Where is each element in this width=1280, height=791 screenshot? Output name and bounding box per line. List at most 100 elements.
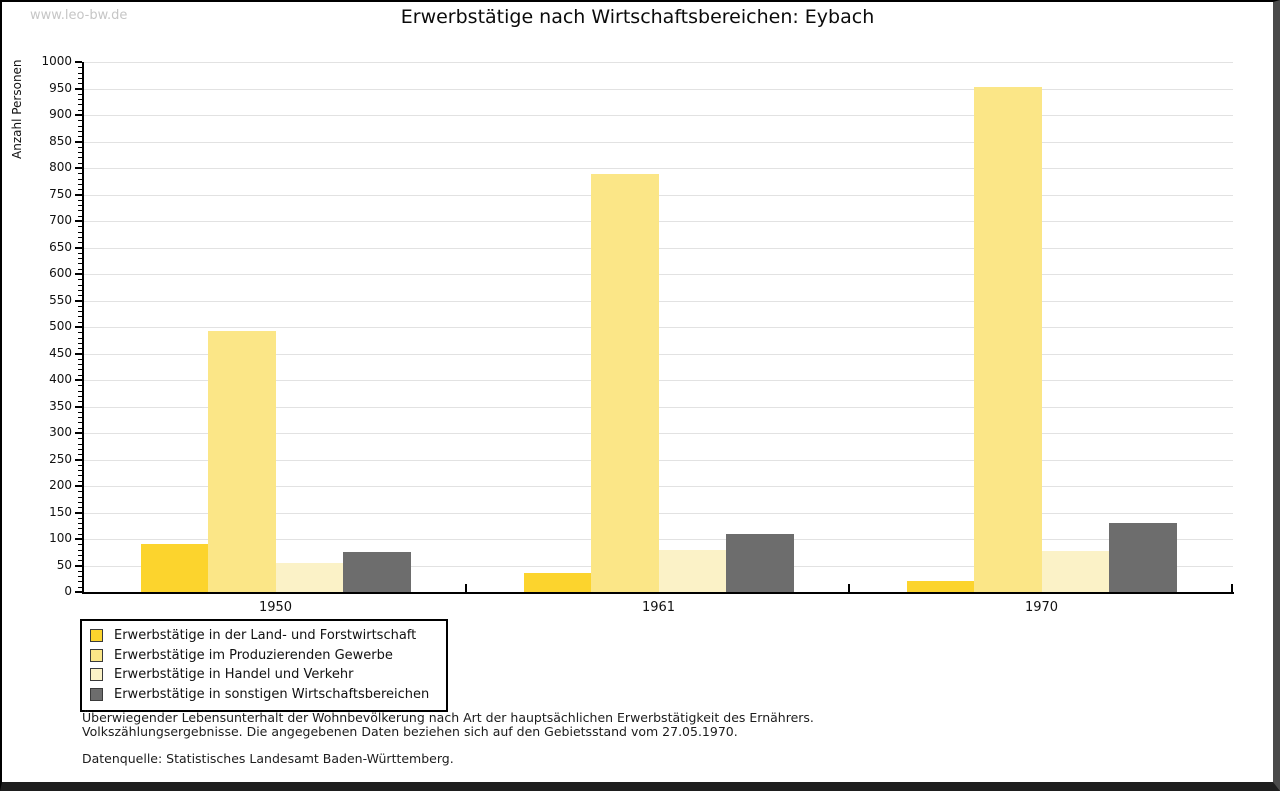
gridline [84, 221, 1233, 222]
y-minor-tick [78, 475, 82, 477]
y-major-tick [75, 61, 82, 63]
y-minor-tick [78, 422, 82, 424]
gridline [84, 406, 1233, 408]
footnote-line-2: Volkszählungsergebnisse. Die angegebenen… [82, 724, 738, 739]
legend-row: Erwerbstätige im Produzierenden Gewerbe [90, 646, 438, 666]
y-tick-label: 900 [49, 107, 72, 121]
bar [974, 86, 1042, 592]
y-minor-tick [78, 279, 82, 281]
y-minor-tick [78, 67, 82, 69]
y-tick-label: 400 [49, 372, 72, 386]
y-major-tick [75, 405, 82, 408]
gridline [84, 300, 1233, 302]
y-tick-label: 300 [49, 425, 72, 439]
gridline [84, 486, 1233, 487]
gridline [84, 512, 1233, 514]
y-minor-tick [78, 242, 82, 244]
y-major-tick [75, 432, 82, 434]
y-minor-tick [78, 438, 82, 440]
y-major-tick [75, 511, 82, 514]
footnote-line-1: Überwiegender Lebensunterhalt der Wohnbe… [82, 710, 814, 725]
y-minor-tick [78, 454, 82, 456]
legend-label: Erwerbstätige in sonstigen Wirtschaftsbe… [114, 686, 430, 702]
y-minor-tick [78, 295, 82, 297]
y-minor-tick [78, 533, 82, 535]
gridline [84, 194, 1233, 196]
x-tick-label: 1961 [641, 600, 676, 615]
y-major-tick [75, 140, 82, 143]
y-minor-tick [78, 120, 82, 122]
gridline [84, 327, 1233, 328]
y-tick-label: 250 [49, 451, 72, 466]
y-minor-tick [78, 236, 82, 238]
y-tick-label: 800 [49, 160, 72, 174]
gridline [84, 141, 1233, 143]
x-tick-label: 1950 [258, 600, 293, 615]
bar [523, 573, 591, 592]
gridline [84, 247, 1233, 249]
y-major-tick [75, 246, 82, 249]
y-tick-label: 650 [49, 239, 72, 254]
y-major-tick [75, 538, 82, 540]
y-minor-tick [78, 231, 82, 233]
y-minor-tick [78, 332, 82, 334]
y-minor-tick [78, 491, 82, 493]
gridline [84, 433, 1233, 434]
watermark-text: www.leo-bw.de [30, 8, 128, 23]
bar [343, 552, 411, 592]
y-major-tick [75, 114, 82, 116]
y-minor-tick [78, 443, 82, 445]
y-minor-tick [78, 390, 82, 392]
legend-box: Erwerbstätige in der Land- und Forstwirt… [80, 619, 448, 712]
x-axis-line [82, 592, 1234, 594]
y-tick-label: 150 [49, 504, 72, 519]
y-minor-tick [78, 136, 82, 138]
gridline [84, 353, 1233, 355]
plot-area: 0 50 100 150 200 250 300 350 400 450 500 550 600 650 7… [41, 54, 1234, 615]
legend-row: Erwerbstätige in Handel und Verkehr [90, 665, 438, 685]
y-minor-tick [78, 401, 82, 403]
y-tick-label: 350 [49, 398, 72, 413]
y-tick-label: 200 [49, 478, 72, 492]
legend-row: Erwerbstätige in sonstigen Wirtschaftsbe… [90, 685, 438, 705]
y-minor-tick [78, 77, 82, 79]
y-minor-tick [78, 183, 82, 185]
y-axis-line [82, 62, 84, 594]
y-minor-tick [78, 549, 82, 551]
y-tick-label: 500 [49, 319, 72, 333]
gridline [84, 115, 1233, 116]
legend-label: Erwerbstätige in Handel und Verkehr [114, 667, 354, 683]
y-minor-tick [78, 210, 82, 212]
bar [208, 330, 276, 592]
legend-swatch [90, 648, 103, 662]
y-minor-tick [78, 146, 82, 148]
y-minor-tick [78, 464, 82, 466]
y-minor-tick [78, 544, 82, 546]
bar [591, 174, 659, 592]
y-tick-label: 450 [49, 345, 72, 360]
y-minor-tick [78, 507, 82, 509]
y-tick-label: 600 [49, 266, 72, 280]
gridline [84, 168, 1233, 169]
y-major-tick [75, 273, 82, 275]
y-minor-tick [78, 395, 82, 397]
y-tick-label: 550 [49, 292, 72, 307]
y-major-tick [75, 485, 82, 487]
y-tick-label: 1000 [41, 54, 72, 68]
y-minor-tick [78, 311, 82, 313]
y-major-tick [75, 326, 82, 328]
y-minor-tick [78, 576, 82, 578]
y-tick-label: 700 [49, 213, 72, 227]
bar [658, 549, 726, 592]
gridline [84, 274, 1233, 275]
y-minor-tick [78, 501, 82, 503]
y-minor-tick [78, 130, 82, 132]
bar [275, 562, 343, 592]
y-major-tick [75, 193, 82, 196]
y-minor-tick [78, 470, 82, 472]
y-tick-label: 850 [49, 133, 72, 148]
legend-swatch [90, 687, 103, 701]
y-major-tick [75, 352, 82, 355]
y-minor-tick [78, 226, 82, 228]
y-minor-tick [78, 448, 82, 450]
